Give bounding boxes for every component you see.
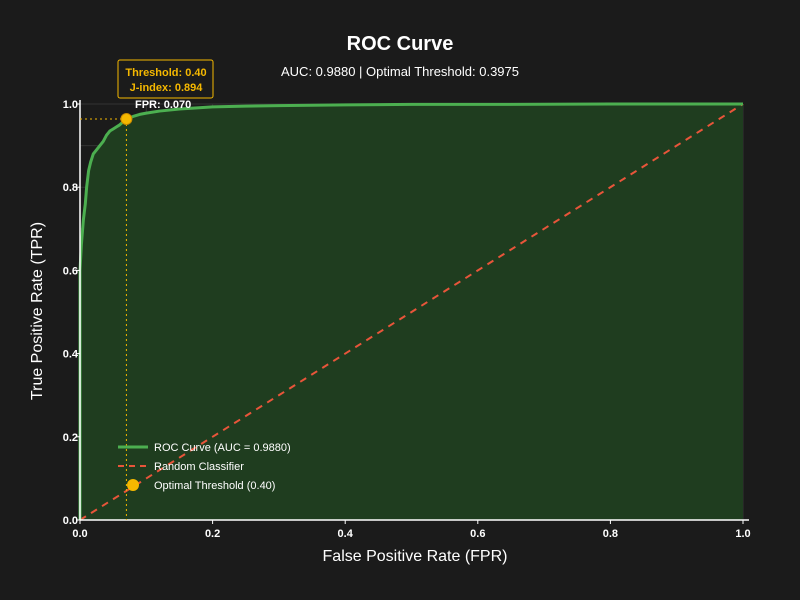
x-tick-label: 0.4: [338, 528, 354, 540]
legend-optimal-label: Optimal Threshold (0.40): [154, 480, 275, 492]
y-tick-label: 0.8: [63, 182, 78, 194]
chart-subtitle: AUC: 0.9880 | Optimal Threshold: 0.3975: [281, 64, 519, 79]
optimal-threshold-point: [120, 112, 133, 125]
axes: [79, 100, 749, 521]
legend-random-label: Random Classifier: [154, 461, 244, 473]
x-tick-label: 0.8: [603, 528, 618, 540]
annotation-jindex-text: J-index: 0.894: [130, 82, 204, 94]
y-tick-label: 0.0: [63, 515, 78, 527]
x-tick-label: 1.0: [735, 528, 750, 540]
x-tick-label: 0.2: [205, 528, 220, 540]
chart-title: ROC Curve: [347, 33, 454, 55]
y-axis-title: True Positive Rate (TPR): [29, 222, 46, 400]
y-tick-label: 0.6: [63, 265, 78, 277]
roc-curve-line: [78, 102, 743, 520]
y-tick-label: 0.4: [63, 349, 79, 361]
tick-labels: 0.0 0.2 0.4 0.6 0.8 1.0 0.0 0.2 0.4 0.6 0.8 1.0: [63, 99, 751, 540]
annotation-fpr-text: FPR: 0.070: [135, 99, 191, 111]
legend-roc-label: ROC Curve (AUC = 0.9880): [154, 442, 291, 454]
legend-optimal-swatch: [127, 479, 139, 491]
annotation-box: [117, 59, 214, 99]
optimal-point-layer: [80, 112, 133, 520]
x-tick-label: 0.6: [470, 528, 485, 540]
annotation-threshold-text: Threshold: 0.40: [125, 67, 206, 79]
y-tick-label: 0.2: [63, 432, 78, 444]
x-axis-title: False Positive Rate (FPR): [323, 548, 508, 565]
x-tick-label: 0.0: [72, 528, 87, 540]
random-classifier-line: [79, 103, 744, 521]
series-layer: [78, 102, 744, 521]
optimal-threshold-annotation: Threshold: 0.40 J-index: 0.894 FPR: 0.07…: [117, 59, 214, 111]
y-tick-label: 1.0: [63, 99, 78, 111]
legend: ROC Curve (AUC = 0.9880) Random Classifi…: [118, 442, 291, 492]
